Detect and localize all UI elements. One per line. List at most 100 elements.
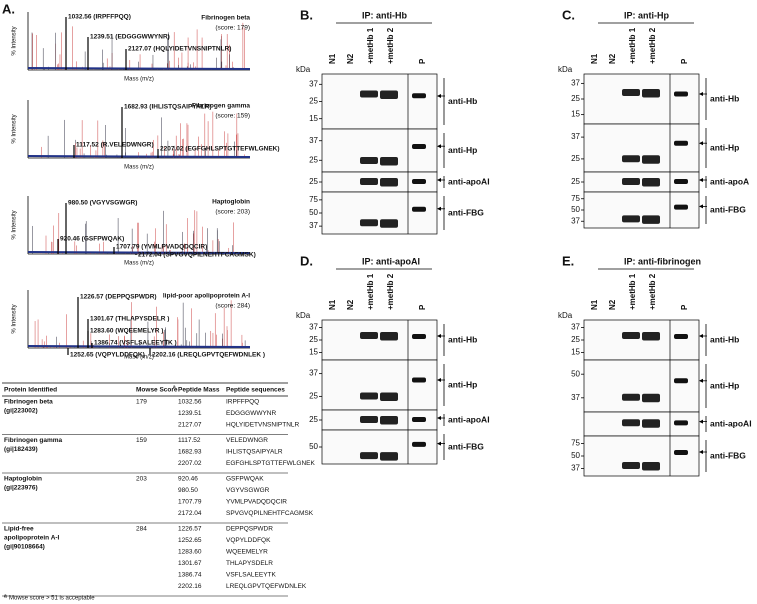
antibody-label: anti-apoAI bbox=[448, 414, 490, 424]
table-sequence: THLAPYSDELR bbox=[226, 560, 273, 567]
table-mass: 1117.52 bbox=[178, 437, 201, 444]
marker-label: 25 bbox=[309, 391, 318, 400]
band bbox=[380, 452, 398, 461]
protein-score: (score: 284) bbox=[215, 303, 250, 310]
lane-label: N1 bbox=[590, 53, 599, 64]
marker-label: 50 bbox=[571, 205, 580, 214]
marker-label: 25 bbox=[309, 155, 318, 164]
marker-label: 75 bbox=[309, 195, 318, 204]
table-mass: 1283.60 bbox=[178, 549, 202, 556]
x-axis-label: Mass (m/z) bbox=[124, 165, 154, 171]
band bbox=[622, 462, 640, 469]
band bbox=[674, 450, 688, 455]
band bbox=[412, 93, 426, 99]
lane-label: N2 bbox=[608, 53, 617, 64]
band bbox=[622, 419, 640, 427]
band bbox=[622, 332, 640, 339]
band bbox=[360, 332, 378, 339]
peak-label: 980.50 (VGYVSGWGR) bbox=[68, 200, 137, 207]
table-protein: Fibrinogen gamma bbox=[4, 437, 63, 444]
lane-label: +metHb 1 bbox=[366, 273, 375, 310]
arrow-head bbox=[437, 144, 441, 149]
band bbox=[380, 392, 398, 401]
arrow-head bbox=[437, 378, 441, 382]
marker-label: 25 bbox=[309, 415, 318, 424]
blot-frame bbox=[321, 319, 438, 361]
y-axis-label: % Intensity bbox=[12, 304, 18, 333]
table-sequence: YVMLPVADQDQCIR bbox=[226, 499, 287, 506]
marker-label: 50 bbox=[309, 442, 318, 451]
peak-label: 920.46 (GSFPWQAK) bbox=[60, 236, 124, 243]
arrow-head bbox=[437, 94, 441, 98]
band bbox=[412, 334, 426, 339]
band bbox=[360, 452, 378, 460]
antibody-label: anti-FBG bbox=[448, 207, 484, 217]
lane-label: +metHb 1 bbox=[628, 27, 637, 64]
baseline-noise bbox=[27, 67, 251, 70]
antibody-label: anti-Hp bbox=[448, 379, 477, 389]
lane-label: +metHb 1 bbox=[366, 27, 375, 64]
band bbox=[412, 441, 426, 447]
marker-label: 15 bbox=[571, 110, 580, 119]
antibody-label: anti-FBG bbox=[710, 204, 746, 214]
blot-frame bbox=[583, 435, 700, 477]
band bbox=[642, 393, 660, 403]
arrow-head bbox=[699, 334, 703, 338]
marker-label: 15 bbox=[309, 114, 318, 123]
band bbox=[360, 90, 378, 98]
arrow-head bbox=[437, 178, 441, 182]
protein-name: Fibrinogen gamma bbox=[192, 103, 251, 110]
footnote: Mowse score > 51 is acceptable bbox=[9, 596, 95, 602]
table-protein: (gi|223002) bbox=[4, 408, 38, 415]
band bbox=[642, 462, 660, 471]
table-score: 203 bbox=[136, 476, 147, 483]
table-sequence: VSFLSALEEYTK bbox=[226, 572, 277, 579]
band bbox=[674, 179, 688, 184]
arrow-head bbox=[699, 204, 703, 209]
y-axis-label: % Intensity bbox=[12, 210, 18, 239]
band bbox=[622, 215, 640, 223]
table-mass: 980.50 bbox=[178, 487, 198, 494]
band bbox=[380, 156, 398, 166]
band bbox=[622, 178, 640, 185]
blot-frame bbox=[321, 359, 438, 411]
marker-label: 37 bbox=[571, 393, 580, 402]
table-protein: (gi|223976) bbox=[4, 485, 38, 492]
band bbox=[380, 332, 398, 341]
lane-label: +metHb 1 bbox=[628, 273, 637, 310]
table-sequence: GSFPWQAK bbox=[226, 476, 264, 483]
marker-label: 25 bbox=[309, 97, 318, 106]
lane-label: P bbox=[680, 58, 689, 64]
table-sequence: DEPPQSPWDR bbox=[226, 526, 273, 533]
antibody-label: anti-apoAI bbox=[448, 176, 490, 186]
table-mass: 2207.02 bbox=[178, 460, 202, 467]
arrow-head bbox=[699, 141, 703, 146]
table-sequence: SPVGVQPILNEHTFCAGMSK bbox=[226, 510, 314, 517]
lane-label: N2 bbox=[346, 53, 355, 64]
blot-frame bbox=[321, 73, 438, 130]
marker-label: 25 bbox=[571, 94, 580, 103]
marker-label: 37 bbox=[309, 136, 318, 145]
panel-label: E. bbox=[562, 253, 574, 268]
band bbox=[360, 219, 378, 227]
arrow-head bbox=[437, 416, 441, 420]
table-score: 159 bbox=[136, 437, 147, 444]
panel-label: C. bbox=[562, 7, 575, 22]
lane-label: +metHb 2 bbox=[386, 27, 395, 64]
peak-label: 1386.74 (VSFLSALEEYTK ) bbox=[94, 340, 177, 347]
band bbox=[622, 89, 640, 96]
blot-frame bbox=[583, 123, 700, 173]
band bbox=[642, 155, 660, 164]
band bbox=[412, 179, 426, 184]
blot-frame bbox=[321, 191, 438, 235]
marker-label: 50 bbox=[571, 369, 580, 378]
band bbox=[412, 206, 426, 212]
table-mass: 1707.79 bbox=[178, 499, 202, 506]
marker-label: 25 bbox=[571, 335, 580, 344]
arrow-head bbox=[699, 378, 703, 383]
table-sequence: VQPYLDDFQK bbox=[226, 537, 271, 544]
table-mass: 1301.67 bbox=[178, 560, 202, 567]
table-mass: 1239.51 bbox=[178, 410, 202, 417]
antibody-label: anti-Hb bbox=[448, 334, 477, 344]
